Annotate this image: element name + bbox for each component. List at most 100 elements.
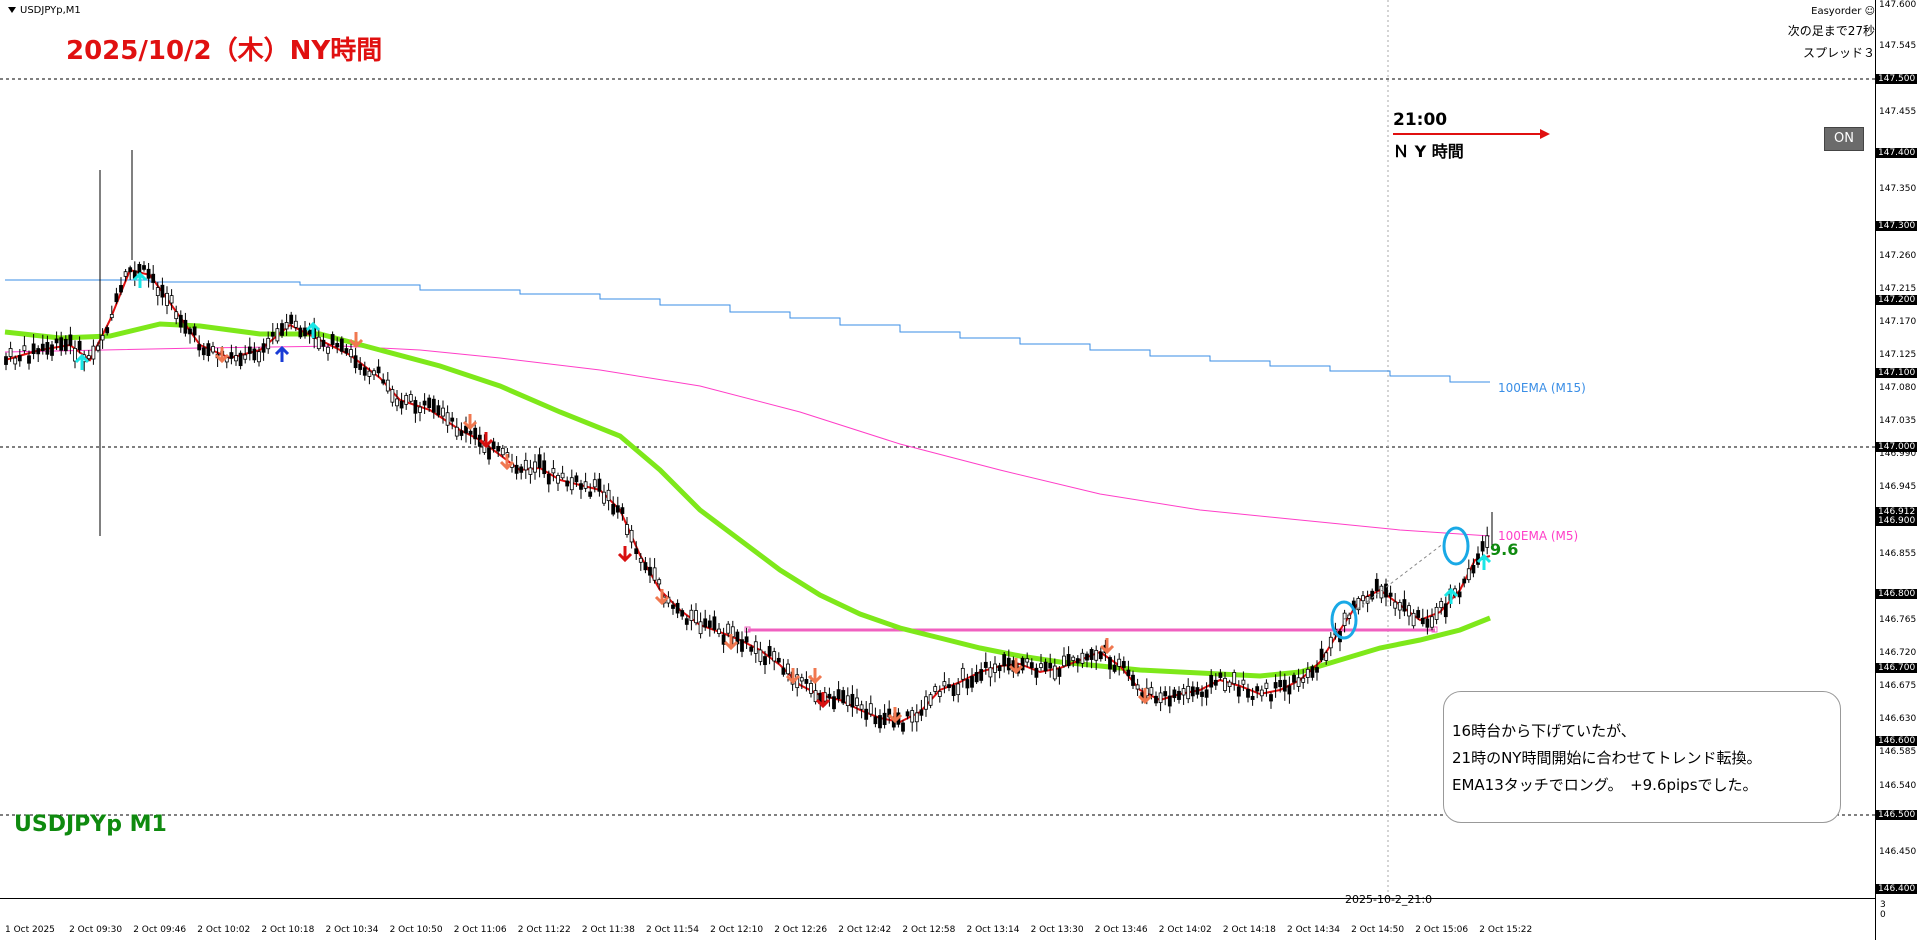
price-label: 146.585 xyxy=(1879,747,1917,758)
candle-body xyxy=(1425,618,1430,628)
ea-name: Easyorder ☺ xyxy=(1811,6,1875,17)
candle-body xyxy=(763,656,767,666)
candle-body xyxy=(1246,688,1250,698)
candle-body xyxy=(643,562,648,571)
sell-arrow xyxy=(1137,688,1153,705)
candle-body xyxy=(519,466,524,473)
candle-body xyxy=(1457,591,1462,598)
price-label: 147.400 xyxy=(1876,147,1918,158)
sell-arrow xyxy=(723,634,739,651)
candle-body xyxy=(1121,661,1126,668)
candle-body xyxy=(804,679,809,684)
candle-body xyxy=(123,271,128,277)
candle-body xyxy=(1296,677,1301,687)
candle-body xyxy=(726,623,731,634)
buy-arrow xyxy=(305,321,321,338)
candle-body xyxy=(1397,602,1402,611)
candle-body xyxy=(86,355,91,360)
candle-body xyxy=(556,475,560,484)
candle-body xyxy=(740,639,744,652)
time-label: 2 Oct 09:30 xyxy=(69,925,123,935)
candle-body xyxy=(1259,689,1264,697)
candle-body xyxy=(1278,679,1283,688)
ea-on-button[interactable]: ON xyxy=(1824,127,1864,151)
candle-body xyxy=(611,503,616,515)
candle-body xyxy=(303,327,307,337)
price-label: 147.300 xyxy=(1876,221,1918,232)
candle-body xyxy=(652,567,657,581)
candle-body xyxy=(367,370,372,377)
candle-body xyxy=(27,355,31,364)
price-label: 147.100 xyxy=(1876,368,1918,379)
candle-body xyxy=(675,602,680,614)
price-axis[interactable]: 147.600 147.545 147.500 147.455 147.400 147.3… xyxy=(1875,0,1920,898)
candle-body xyxy=(454,426,459,437)
candle-body xyxy=(1232,672,1237,685)
candle-body xyxy=(1379,585,1384,599)
candle-body xyxy=(1292,674,1296,683)
candle-body xyxy=(151,273,156,283)
price-label: 147.000 xyxy=(1876,442,1918,452)
price-label: 146.540 xyxy=(1879,780,1917,791)
comment-line: EMA13タッチでロング。 +9.6pipsでした。 xyxy=(1452,776,1758,794)
candle-body xyxy=(592,479,597,488)
candle-body xyxy=(1025,658,1030,663)
candle-body xyxy=(942,681,947,687)
candle-body xyxy=(491,441,496,450)
candle-body xyxy=(1430,616,1434,628)
sell-arrows xyxy=(214,332,1153,724)
candle-body xyxy=(381,379,386,384)
sell-arrow xyxy=(1008,658,1024,675)
candle-body xyxy=(450,417,455,422)
candle-body xyxy=(358,363,363,370)
symbol-header-text: USDJPYp,M1 xyxy=(20,5,81,16)
candle-body xyxy=(1485,535,1490,548)
candle-body xyxy=(735,631,740,645)
candle-body xyxy=(395,398,399,407)
candle-body xyxy=(1006,657,1011,671)
candle-body xyxy=(579,483,583,490)
candle-body xyxy=(717,628,721,634)
sell-arrows-red xyxy=(478,432,831,709)
dropdown-triangle-icon[interactable] xyxy=(8,7,16,13)
candle-body xyxy=(629,529,634,543)
time-axis[interactable]: 1 Oct 2025 2 Oct 09:30 2 Oct 09:46 2 Oct 10… xyxy=(0,898,1875,941)
candle-body xyxy=(905,711,910,717)
candle-body xyxy=(427,397,432,409)
candle-body xyxy=(583,481,588,489)
candle-body xyxy=(694,610,698,624)
time-label: 2 Oct 13:14 xyxy=(966,925,1020,935)
sell-arrow xyxy=(815,692,831,709)
price-label: 146.800 xyxy=(1876,589,1918,600)
comment-line: 21時のNY時間開始に合わせてトレンド転換。 xyxy=(1452,749,1762,767)
candle-body xyxy=(298,327,303,338)
candle-body xyxy=(326,346,330,354)
candle-body xyxy=(813,690,818,703)
time-label: 2 Oct 14:02 xyxy=(1158,925,1212,935)
time-label: 2 Oct 12:10 xyxy=(710,925,764,935)
candle-body xyxy=(776,657,781,663)
candlestick-series xyxy=(4,150,1493,735)
smiley-icon: ☺ xyxy=(1864,6,1875,17)
time-label: 2 Oct 14:18 xyxy=(1222,925,1276,935)
candle-body xyxy=(1250,695,1255,700)
sell-arrow xyxy=(785,668,801,685)
candle-body xyxy=(1002,654,1007,667)
candle-body xyxy=(413,400,418,414)
candle-body xyxy=(293,320,298,328)
candle-body xyxy=(50,344,54,356)
candle-body xyxy=(1466,568,1471,581)
candle-body xyxy=(684,618,689,625)
candle-body xyxy=(707,620,712,628)
candle-body xyxy=(602,491,606,504)
sell-arrow xyxy=(499,454,515,471)
price-label: 146.600 xyxy=(1876,736,1918,747)
ema100-m15-line xyxy=(5,279,1490,383)
candle-body xyxy=(109,314,114,319)
candle-body xyxy=(537,454,542,468)
candle-body xyxy=(1071,656,1076,661)
comment-line: 16時台から下げていたが、 xyxy=(1452,722,1636,740)
candle-body xyxy=(809,683,813,694)
